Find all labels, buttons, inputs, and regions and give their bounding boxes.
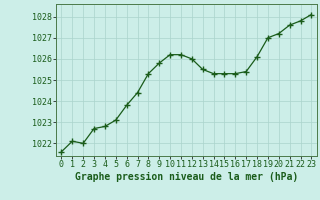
X-axis label: Graphe pression niveau de la mer (hPa): Graphe pression niveau de la mer (hPa): [75, 172, 298, 182]
